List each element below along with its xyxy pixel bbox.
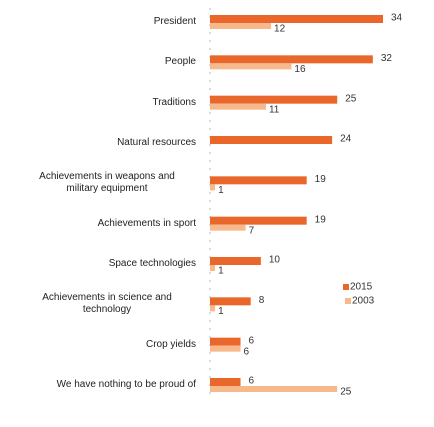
legend-swatch <box>343 284 349 290</box>
bar <box>210 224 246 231</box>
category-label: Crop yields <box>145 338 196 350</box>
bar <box>210 386 338 392</box>
bar <box>210 23 272 29</box>
value-label: 7 <box>249 225 255 236</box>
value-label: 25 <box>345 93 357 104</box>
category-label: Natural resources <box>117 137 196 148</box>
value-label: 6 <box>244 346 250 357</box>
value-label: 16 <box>294 64 306 75</box>
bar <box>210 337 241 346</box>
bar <box>210 305 216 312</box>
bar <box>210 15 383 23</box>
value-label: 11 <box>269 104 280 115</box>
category-label: President <box>153 16 196 27</box>
bar <box>210 136 333 144</box>
category-label: Achievements in science and technology <box>42 292 172 316</box>
value-label: 10 <box>269 255 281 266</box>
legend-label: 2003 <box>352 296 375 307</box>
value-label: 8 <box>259 295 265 306</box>
legend-swatch <box>345 298 351 304</box>
value-label: 6 <box>249 376 255 387</box>
bar <box>210 184 216 191</box>
bar <box>210 257 261 265</box>
bar <box>210 95 338 104</box>
value-label: 25 <box>340 387 352 398</box>
bar <box>210 103 266 110</box>
value-label: 1 <box>218 266 224 277</box>
bar <box>210 55 373 64</box>
bar <box>210 265 216 271</box>
value-label: 12 <box>274 24 286 35</box>
category-label: Achievements in sport <box>97 217 196 229</box>
value-label: 6 <box>249 335 255 346</box>
value-label: 24 <box>340 134 352 145</box>
category-label: Space technologies <box>108 258 196 269</box>
category-label: We have nothing to be proud of <box>56 379 196 390</box>
bar <box>210 297 251 306</box>
bar <box>210 216 307 225</box>
category-label: People <box>164 56 196 68</box>
value-label: 19 <box>315 214 327 225</box>
value-label: 19 <box>315 174 327 185</box>
bar <box>210 176 307 185</box>
value-label: 1 <box>218 185 224 196</box>
bar <box>210 63 292 70</box>
value-label: 1 <box>218 306 224 317</box>
bar <box>210 345 241 352</box>
category-label: Traditions <box>152 96 196 108</box>
category-label: Achievements in weapons and military equ… <box>39 171 175 195</box>
value-label: 34 <box>391 13 403 24</box>
bar <box>210 378 241 386</box>
legend-label: 2015 <box>350 282 373 293</box>
value-label: 32 <box>381 53 393 64</box>
